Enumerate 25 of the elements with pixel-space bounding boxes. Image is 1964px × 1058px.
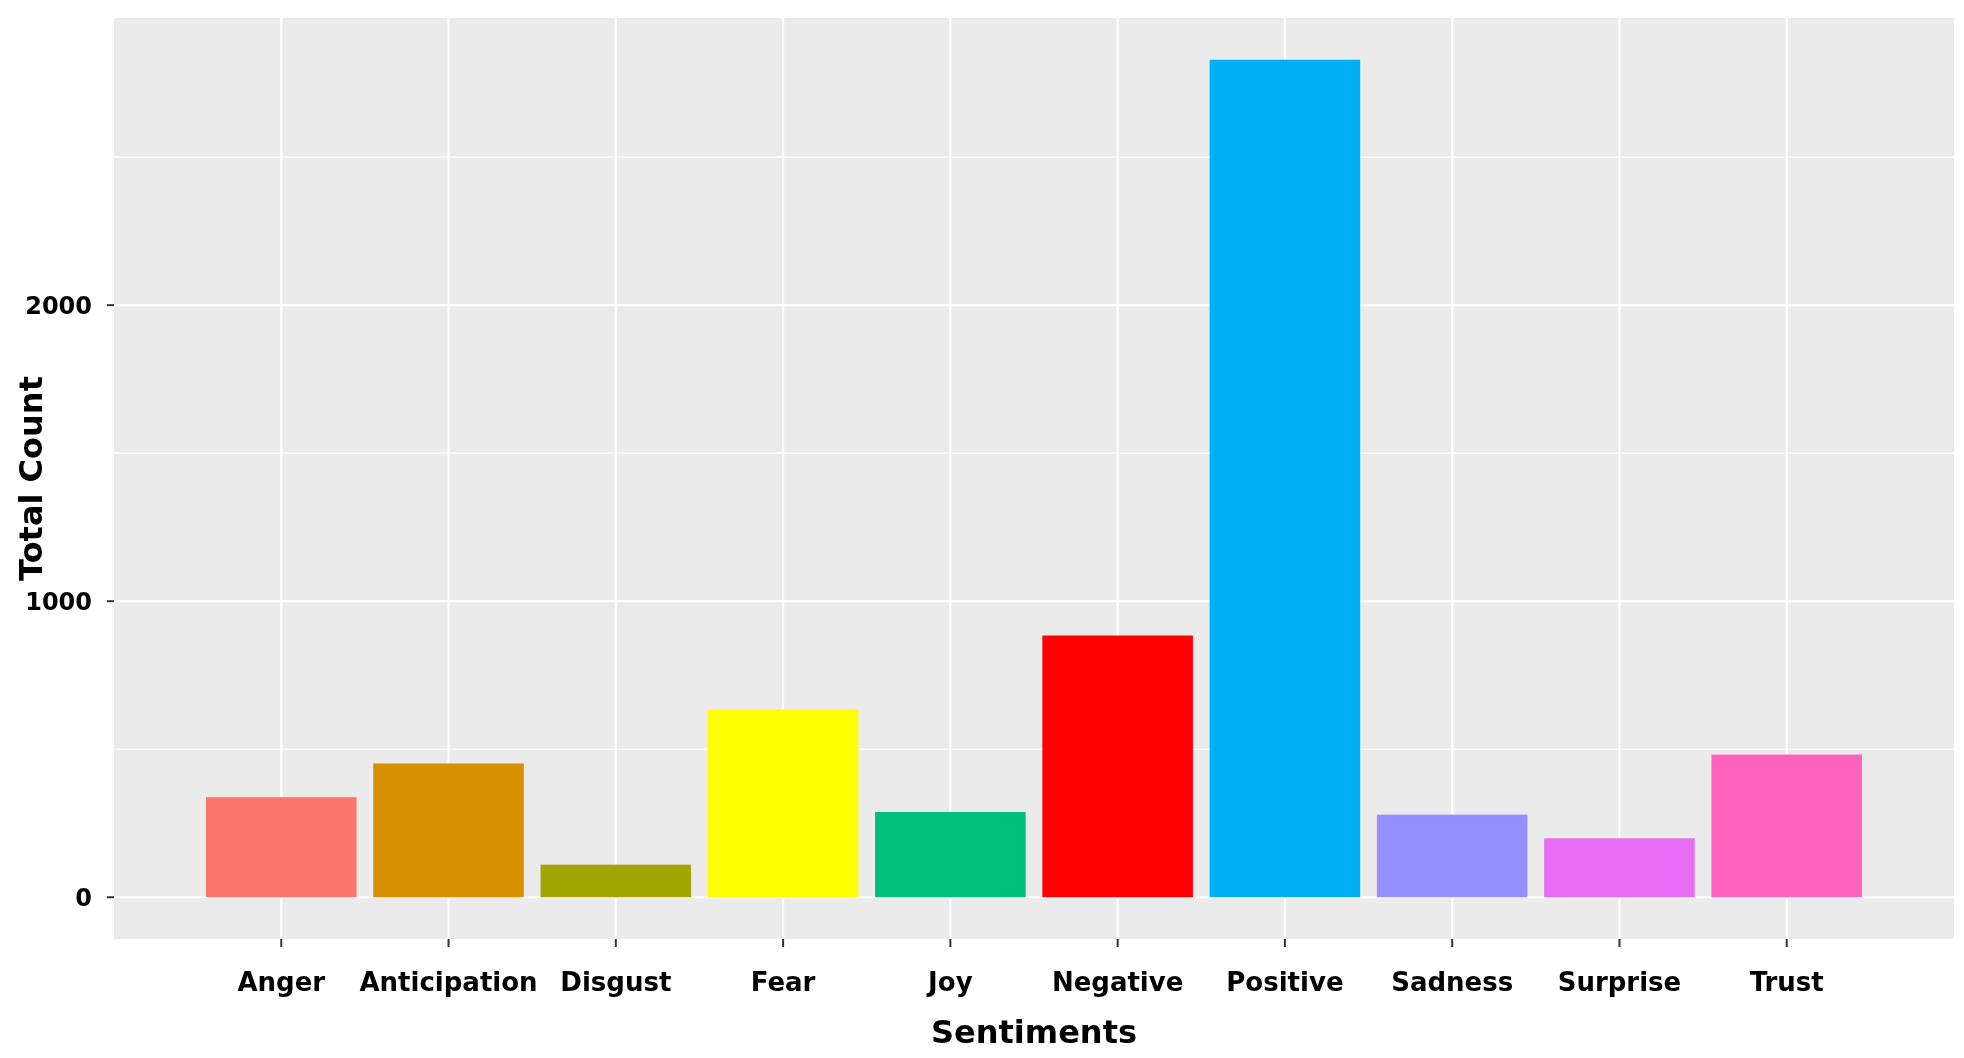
- bar: [540, 864, 692, 898]
- y-tick-label: 2000: [25, 291, 92, 320]
- x-tick-label: Surprise: [1557, 967, 1682, 997]
- x-tick-label: Trust: [1749, 967, 1824, 997]
- bar: [1209, 59, 1361, 898]
- x-tick-label: Anticipation: [359, 967, 538, 997]
- bar: [1544, 838, 1695, 898]
- bar: [373, 763, 524, 898]
- y-tick-label: 0: [75, 883, 92, 912]
- bar: [707, 709, 859, 898]
- x-axis-title: Sentiments: [931, 1013, 1137, 1051]
- bar: [875, 812, 1026, 898]
- x-tick-label: Positive: [1226, 967, 1344, 997]
- bar: [206, 797, 357, 898]
- bar: [1042, 635, 1193, 898]
- x-tick-label: Joy: [926, 967, 973, 997]
- x-tick-label: Fear: [750, 967, 816, 997]
- x-tick-label: Disgust: [560, 967, 672, 997]
- y-axis-title: Total Count: [12, 376, 50, 581]
- y-tick-label: 1000: [25, 587, 92, 616]
- x-tick-label: Sadness: [1391, 967, 1514, 997]
- x-tick-label: Anger: [237, 967, 326, 997]
- bar: [1376, 814, 1528, 898]
- x-tick-label: Negative: [1051, 967, 1184, 997]
- bar: [1711, 754, 1862, 898]
